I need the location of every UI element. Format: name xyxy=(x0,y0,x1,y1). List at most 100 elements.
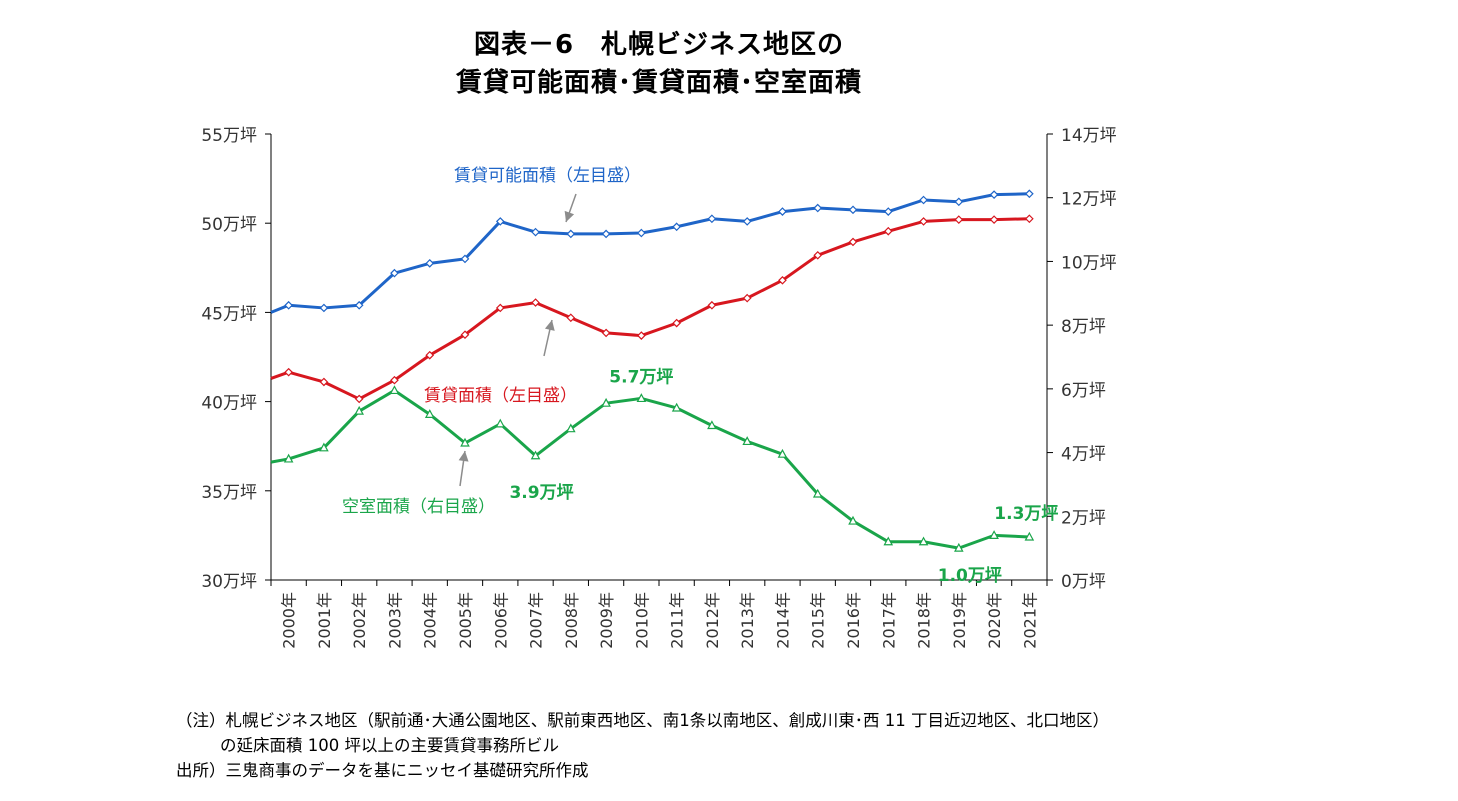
right-tick-label: 10万坪 xyxy=(1061,253,1117,273)
right-tick-label: 0万坪 xyxy=(1061,572,1106,592)
chart-title-line2: 賃貸可能面積･賃貸面積･空室面積 xyxy=(455,68,862,98)
x-tick-label: 2008年 xyxy=(562,592,581,649)
right-tick-label: 8万坪 xyxy=(1061,317,1106,337)
data-point xyxy=(319,377,329,387)
chart-title: 図表－6 札幌ビジネス地区の 賃貸可能面積･賃貸面積･空室面積 xyxy=(0,26,1318,102)
x-tick-label: 2010年 xyxy=(632,592,651,649)
series-line-2 xyxy=(270,388,1030,550)
x-tick-label: 2005年 xyxy=(456,592,475,649)
right-tick-label: 2万坪 xyxy=(1061,508,1106,528)
data-point xyxy=(531,298,540,307)
data-point xyxy=(319,303,329,313)
left-tick-label: 35万坪 xyxy=(201,483,257,503)
data-point xyxy=(672,222,681,232)
data-point xyxy=(954,197,964,207)
data-point xyxy=(601,229,611,239)
data-point xyxy=(1024,531,1035,541)
pointer-arrowhead xyxy=(564,210,575,222)
data-point xyxy=(566,423,576,433)
x-tick-label: 2020年 xyxy=(985,592,1004,649)
data-point xyxy=(778,275,787,285)
data-point xyxy=(954,215,964,224)
series-label-leased: 賃貸面積（左目盛） xyxy=(424,386,577,406)
chart-title-line1: 図表－6 札幌ビジネス地区の xyxy=(473,30,845,60)
data-point xyxy=(530,450,541,460)
value-annotation: 1.3万坪 xyxy=(994,504,1058,524)
data-point xyxy=(284,367,293,377)
right-tick-label: 12万坪 xyxy=(1061,190,1117,210)
data-point xyxy=(460,254,470,264)
x-tick-label: 2002年 xyxy=(350,592,369,649)
left-tick-label: 50万坪 xyxy=(201,215,257,235)
data-point xyxy=(883,207,893,216)
data-point xyxy=(637,331,646,340)
x-tick-label: 2001年 xyxy=(315,592,334,649)
data-point xyxy=(283,453,294,463)
x-tick-label: 2017年 xyxy=(879,592,898,649)
data-point xyxy=(566,229,576,239)
data-point xyxy=(566,313,576,323)
data-point xyxy=(424,409,435,418)
note-line-1: （注）札幌ビジネス地区（駅前通･大通公園地区、駅前東西地区、南1条以南地区、創成… xyxy=(176,711,1109,730)
data-point xyxy=(989,215,999,224)
series-label-leasable: 賃貸可能面積（左目盛） xyxy=(454,166,641,186)
x-tick-label: 2003年 xyxy=(385,592,404,649)
data-point xyxy=(848,515,858,525)
data-point xyxy=(531,227,540,237)
data-point xyxy=(848,237,858,247)
right-tick-label: 6万坪 xyxy=(1061,381,1106,401)
data-point xyxy=(425,350,435,360)
x-tick-label: 2016年 xyxy=(844,592,863,649)
source-line: 出所）三鬼商事のデータを基にニッセイ基礎研究所作成 xyxy=(176,761,589,780)
x-tick-label: 2014年 xyxy=(773,592,792,649)
data-point xyxy=(460,437,470,447)
data-point xyxy=(637,228,646,238)
data-point xyxy=(672,318,681,328)
left-tick-label: 40万坪 xyxy=(201,394,257,414)
x-tick-label: 2011年 xyxy=(668,592,687,649)
data-point xyxy=(707,420,717,430)
data-point xyxy=(813,203,823,213)
data-point xyxy=(777,448,788,458)
data-point xyxy=(601,328,611,338)
data-point xyxy=(813,250,823,260)
data-point xyxy=(918,536,929,546)
right-tick-label: 4万坪 xyxy=(1061,445,1106,465)
data-point xyxy=(989,190,999,200)
data-point xyxy=(460,330,470,340)
pointer-arrowhead xyxy=(544,320,555,331)
data-point xyxy=(601,397,611,407)
series-line-0 xyxy=(270,192,1030,314)
data-point xyxy=(425,258,435,268)
left-tick-label: 55万坪 xyxy=(201,126,257,146)
data-point xyxy=(284,300,293,310)
data-point xyxy=(778,207,787,216)
x-tick-label: 2019年 xyxy=(950,592,969,649)
data-point xyxy=(495,217,505,226)
x-tick-label: 2004年 xyxy=(421,592,440,649)
value-annotation: 3.9万坪 xyxy=(509,483,573,503)
x-tick-label: 2007年 xyxy=(527,592,546,649)
x-tick-label: 2021年 xyxy=(1020,592,1039,649)
x-tick-label: 2013年 xyxy=(738,592,757,649)
data-point xyxy=(742,436,752,446)
series-label-vacant: 空室面積（右目盛） xyxy=(342,497,495,517)
data-point xyxy=(707,300,717,310)
data-point xyxy=(883,536,894,546)
left-tick-label: 30万坪 xyxy=(201,572,257,592)
data-point xyxy=(707,214,717,224)
data-point xyxy=(636,393,647,403)
data-point xyxy=(354,300,364,310)
left-tick-label: 45万坪 xyxy=(201,304,257,324)
data-point xyxy=(390,268,399,278)
x-tick-label: 2000年 xyxy=(280,592,299,649)
pointer-arrowhead xyxy=(458,451,469,462)
data-point xyxy=(848,205,858,215)
x-tick-label: 2015年 xyxy=(809,592,828,649)
value-annotation: 1.0万坪 xyxy=(938,566,1002,586)
data-point xyxy=(883,226,893,236)
x-tick-label: 2009年 xyxy=(597,592,616,649)
data-point xyxy=(989,530,999,540)
data-point xyxy=(1025,214,1034,224)
